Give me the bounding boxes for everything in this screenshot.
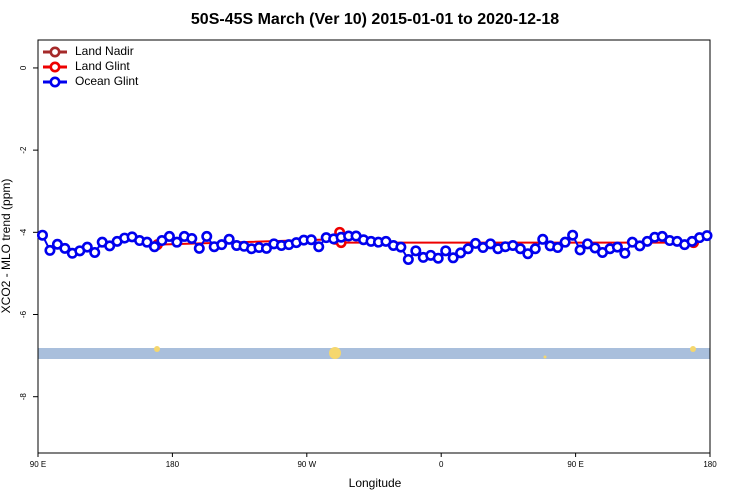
data-point <box>701 230 713 242</box>
x-tick-label: 180 <box>703 460 717 469</box>
data-point <box>410 245 422 257</box>
data-point <box>313 241 325 253</box>
x-tick-label: 180 <box>166 460 180 469</box>
data-point <box>447 252 459 264</box>
data-point <box>186 232 198 244</box>
data-point <box>611 241 623 253</box>
x-tick-label: 90 W <box>297 460 316 469</box>
land-marker <box>329 347 341 359</box>
data-point <box>537 233 549 245</box>
y-tick-label: -4 <box>19 228 28 236</box>
x-tick-label: 90 E <box>567 460 583 469</box>
data-point <box>462 243 474 255</box>
legend-marker <box>49 46 61 58</box>
plot-frame <box>37 39 711 454</box>
data-point <box>484 238 496 250</box>
x-tick-label: 0 <box>439 460 444 469</box>
data-point <box>163 230 175 242</box>
data-point <box>514 243 526 255</box>
x-axis-label: Longitude <box>349 476 402 490</box>
data-point <box>432 252 444 264</box>
data-point <box>567 229 579 241</box>
legend-label: Land Glint <box>75 59 130 73</box>
data-point <box>634 240 646 252</box>
data-point <box>104 240 116 252</box>
data-point <box>589 242 601 254</box>
data-point <box>574 244 586 256</box>
data-point <box>522 248 534 260</box>
data-point <box>59 242 71 254</box>
legend-marker <box>49 76 61 88</box>
y-tick-label: 0 <box>19 65 28 70</box>
data-point <box>305 234 317 246</box>
chart-title: 50S-45S March (Ver 10) 2015-01-01 to 202… <box>191 11 559 28</box>
data-point <box>395 241 407 253</box>
data-point <box>216 239 228 251</box>
data-point <box>402 253 414 265</box>
data-point <box>260 242 272 254</box>
data-point <box>529 243 541 255</box>
data-point <box>171 236 183 248</box>
legend-marker <box>49 61 61 73</box>
y-tick-label: -6 <box>19 310 28 318</box>
data-point <box>36 229 48 241</box>
data-point <box>559 236 571 248</box>
data-point <box>81 241 93 253</box>
data-point <box>148 241 160 253</box>
y-tick-label: -2 <box>19 146 28 154</box>
land-marker <box>690 346 696 352</box>
data-point <box>44 244 56 256</box>
y-axis-label: XCO2 - MLO trend (ppm) <box>0 179 13 314</box>
data-point <box>89 246 101 258</box>
data-point <box>552 242 564 254</box>
data-point <box>223 233 235 245</box>
land-marker <box>543 355 547 359</box>
legend-label: Land Nadir <box>75 44 134 58</box>
land-marker <box>154 346 160 352</box>
data-point <box>141 236 153 248</box>
y-tick-label: -8 <box>19 393 28 401</box>
data-point <box>201 230 213 242</box>
x-tick-label: 90 E <box>30 460 46 469</box>
data-point <box>619 247 631 259</box>
data-point <box>193 242 205 254</box>
land-markers <box>154 346 696 359</box>
coverage-band <box>38 348 710 359</box>
legend-label: Ocean Glint <box>75 74 139 88</box>
data-point <box>440 245 452 257</box>
